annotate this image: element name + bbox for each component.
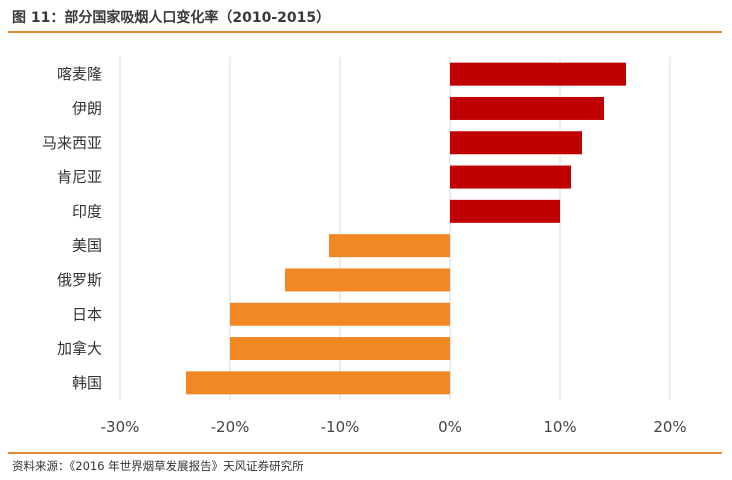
category-label: 韩国 [72,374,102,392]
category-label: 伊朗 [72,99,102,117]
category-label: 喀麦隆 [57,65,102,83]
x-tick-label: -10% [321,418,360,436]
bar [450,131,582,155]
category-label: 日本 [72,305,102,323]
x-tick-label: 0% [438,418,462,436]
bottom-divider [8,452,722,454]
bar [285,268,450,292]
top-divider [8,31,722,33]
x-tick-label: -30% [101,418,140,436]
bar [186,371,450,395]
category-label: 加拿大 [57,340,102,358]
x-tick-label: -20% [211,418,250,436]
category-label: 肯尼亚 [57,168,102,186]
category-label: 印度 [72,202,102,220]
bars [186,62,626,395]
bar [450,62,626,86]
category-label: 马来西亚 [42,134,102,152]
x-tick-label: 10% [543,418,576,436]
x-tick-label: 20% [653,418,686,436]
bar [450,96,604,120]
category-label: 美国 [72,237,102,255]
bar [230,302,450,326]
source-note: 资料来源：《2016 年世界烟草发展报告》天风证券研究所 [12,459,304,473]
bar [230,337,450,361]
category-label: 俄罗斯 [57,271,102,289]
bar [450,165,571,189]
x-tick-labels: -30% -20% -10% 0% 10% 20% [101,418,687,436]
figure-title: 图 11：部分国家吸烟人口变化率（2010-2015） [12,10,331,26]
bar [329,234,450,258]
bar [450,199,560,223]
